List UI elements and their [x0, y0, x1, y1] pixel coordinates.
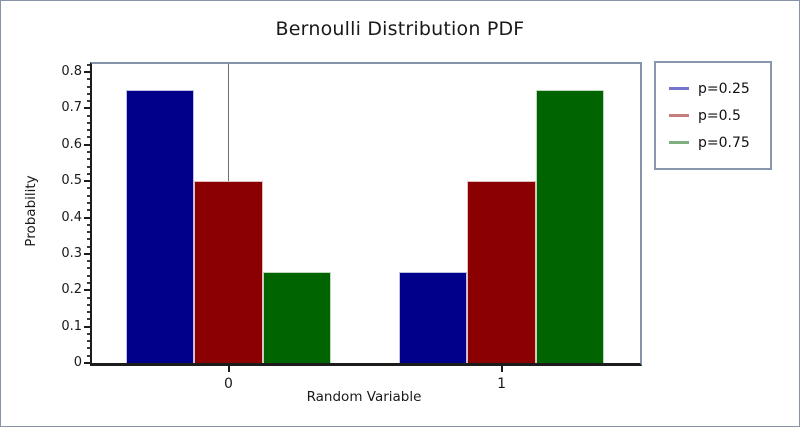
y-minor-tick: [87, 260, 90, 263]
y-minor-tick: [87, 209, 90, 212]
y-minor-tick: [87, 121, 90, 124]
y-minor-tick: [87, 63, 90, 66]
y-major-tick: [84, 325, 90, 328]
y-minor-tick: [87, 136, 90, 139]
y-tick-label: 0.2: [61, 282, 82, 298]
chart-title: Bernoulli Distribution PDF: [275, 18, 525, 40]
legend-entry: p=0.25: [669, 81, 770, 97]
legend-line-swatch: [669, 87, 689, 90]
y-minor-tick: [87, 194, 90, 197]
y-major-tick: [84, 143, 90, 146]
x-major-tick: [227, 363, 230, 372]
y-minor-tick: [87, 100, 90, 103]
y-minor-tick: [87, 318, 90, 321]
y-minor-tick: [87, 303, 90, 306]
y-minor-tick: [87, 296, 90, 299]
x-tick-label: 0: [224, 376, 233, 392]
y-minor-tick: [87, 231, 90, 234]
y-minor-tick: [87, 223, 90, 226]
y-minor-tick: [87, 332, 90, 335]
y-minor-tick: [87, 114, 90, 117]
y-minor-tick: [87, 187, 90, 190]
y-minor-tick: [87, 340, 90, 343]
y-minor-tick: [87, 129, 90, 132]
bar-p=0.25-x0: [126, 90, 195, 363]
bar-p=0.5-x1: [467, 181, 536, 363]
y-minor-tick: [87, 165, 90, 168]
legend-label: p=0.75: [698, 134, 750, 151]
y-major-tick: [84, 289, 90, 292]
y-minor-tick: [87, 201, 90, 204]
y-tick-label: 0.4: [61, 209, 82, 225]
y-tick-label: 0.5: [61, 173, 82, 189]
y-minor-tick: [87, 92, 90, 95]
y-minor-tick: [87, 267, 90, 270]
y-minor-tick: [87, 151, 90, 154]
y-major-tick: [84, 362, 90, 364]
y-minor-tick: [87, 78, 90, 81]
legend-entry: p=0.75: [669, 135, 770, 151]
y-major-tick: [84, 107, 90, 110]
y-tick-label: 0.6: [61, 136, 82, 152]
y-tick-label: 0.3: [61, 245, 82, 261]
legend-line-swatch: [669, 141, 689, 144]
bar-p=0.5-x0: [194, 181, 263, 363]
bar-p=0.25-x1: [399, 272, 468, 363]
y-minor-tick: [87, 354, 90, 357]
y-minor-tick: [87, 281, 90, 284]
x-axis-label: Random Variable: [306, 389, 422, 405]
y-tick-label: 0.8: [61, 64, 82, 79]
legend-entry: p=0.5: [669, 108, 770, 124]
legend-box: p=0.25 p=0.5 p=0.75: [654, 61, 772, 170]
bar-p=0.75-x0: [262, 272, 331, 363]
y-tick-label: 0: [73, 355, 82, 370]
x-major-tick: [500, 363, 503, 372]
y-tick-label: 0.7: [61, 100, 82, 116]
y-minor-tick: [87, 245, 90, 248]
y-minor-tick: [87, 311, 90, 314]
y-major-tick: [84, 252, 90, 255]
legend-label: p=0.25: [698, 80, 750, 97]
y-major-tick: [84, 180, 90, 183]
y-minor-tick: [87, 238, 90, 241]
y-minor-tick: [87, 274, 90, 277]
x-tick-label: 1: [497, 376, 507, 392]
y-tick-label: 0.1: [61, 318, 82, 334]
y-minor-tick: [87, 85, 90, 88]
y-major-tick: [84, 216, 90, 219]
y-major-tick: [84, 71, 90, 73]
y-minor-tick: [87, 172, 90, 175]
bar-p=0.75-x1: [535, 90, 604, 363]
legend-label: p=0.5: [698, 107, 741, 124]
plot-area: 0 0.1 0.2 0.3 0.4 0.5 0.6 0.7 0.8 0 1: [61, 62, 642, 392]
y-axis-label: Probability: [23, 175, 39, 247]
y-minor-tick: [87, 347, 90, 350]
legend-line-swatch: [669, 114, 689, 117]
y-minor-tick: [87, 158, 90, 161]
